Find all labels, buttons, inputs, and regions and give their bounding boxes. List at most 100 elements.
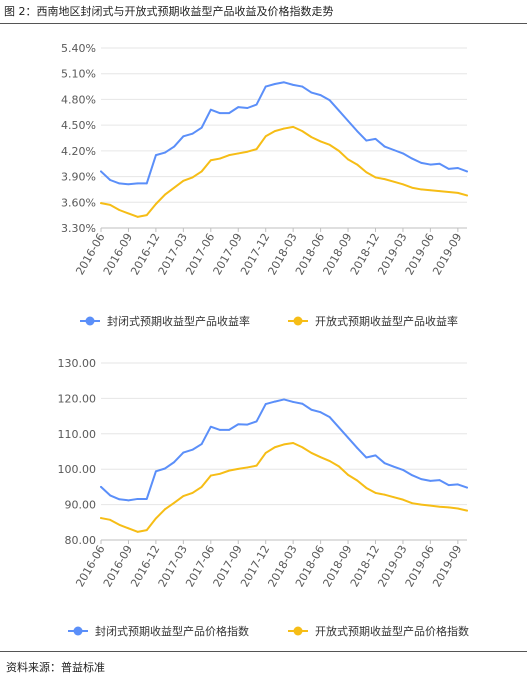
data-point xyxy=(328,99,331,102)
data-point xyxy=(118,523,121,526)
data-point xyxy=(228,469,231,472)
data-point xyxy=(402,498,404,501)
data-point xyxy=(383,145,386,148)
y-tick-label: 100.00 xyxy=(58,463,97,476)
y-tick-label: 3.30% xyxy=(61,222,96,235)
data-point xyxy=(392,149,395,151)
data-point xyxy=(402,469,404,471)
data-point xyxy=(164,193,166,196)
data-point xyxy=(164,508,166,511)
data-point xyxy=(438,162,441,165)
data-point xyxy=(438,479,441,482)
data-point xyxy=(118,498,121,501)
data-point xyxy=(219,429,221,431)
data-point xyxy=(466,486,468,489)
data-point xyxy=(328,416,331,419)
data-point xyxy=(328,460,331,462)
data-point xyxy=(292,401,295,403)
data-point xyxy=(246,107,249,109)
y-tick-label: 5.40% xyxy=(61,42,96,55)
data-point xyxy=(283,127,285,130)
data-point xyxy=(456,507,459,510)
data-point xyxy=(429,504,432,507)
data-point xyxy=(402,183,404,186)
data-point xyxy=(228,154,231,157)
data-point xyxy=(392,496,395,499)
data-point xyxy=(127,183,130,186)
data-point xyxy=(347,158,349,161)
data-point xyxy=(182,179,185,182)
data-point xyxy=(374,176,377,179)
legend-marker xyxy=(85,316,95,326)
data-point xyxy=(173,186,176,189)
data-point xyxy=(383,178,386,181)
data-point xyxy=(338,465,340,468)
y-tick-label: 130.00 xyxy=(58,357,97,370)
y-tick-label: 5.10% xyxy=(61,68,96,81)
y-tick-label: 3.60% xyxy=(61,196,96,209)
data-point xyxy=(338,149,340,152)
legend-marker xyxy=(293,626,303,636)
data-point xyxy=(164,467,166,470)
data-point xyxy=(356,163,359,166)
data-point xyxy=(200,486,203,488)
data-point xyxy=(438,505,441,508)
data-point xyxy=(456,483,459,486)
data-point xyxy=(118,209,121,211)
data-point xyxy=(209,108,212,111)
data-point xyxy=(283,398,285,401)
data-point xyxy=(466,170,468,173)
data-point xyxy=(109,179,112,181)
data-point xyxy=(365,171,368,174)
data-point xyxy=(383,462,386,465)
data-point xyxy=(209,159,212,162)
data-point xyxy=(319,411,322,414)
data-point xyxy=(456,167,459,169)
y-tick-label: 80.00 xyxy=(65,534,97,547)
data-point xyxy=(456,191,459,194)
series-line-closed xyxy=(100,81,468,186)
data-point xyxy=(109,518,112,521)
y-tick-label: 4.50% xyxy=(61,119,96,132)
data-point xyxy=(292,83,295,86)
data-point xyxy=(338,109,340,112)
data-point xyxy=(356,130,359,133)
yield-line-chart: 3.30% 3.60% 3.90% 4.20% 4.50% 4.80% 5.10% 5.40%… xyxy=(61,42,468,328)
data-point xyxy=(264,85,267,88)
data-point xyxy=(292,442,295,444)
data-point xyxy=(411,186,413,189)
data-point xyxy=(392,180,395,183)
data-point xyxy=(191,176,194,179)
y-tick-label: 90.00 xyxy=(65,499,97,512)
data-point xyxy=(328,143,331,146)
data-point xyxy=(246,466,249,469)
data-point xyxy=(127,212,130,215)
data-point xyxy=(365,139,368,142)
data-point xyxy=(347,436,349,439)
data-point xyxy=(255,148,258,151)
data-point xyxy=(283,81,285,84)
data-point xyxy=(136,498,139,500)
data-point xyxy=(420,503,423,506)
data-point xyxy=(191,132,194,135)
data-point xyxy=(246,423,249,426)
data-point xyxy=(310,136,313,139)
data-point xyxy=(100,517,102,519)
top-rule xyxy=(0,23,527,24)
data-point xyxy=(173,461,176,464)
data-point xyxy=(447,484,450,487)
data-point xyxy=(145,529,148,531)
data-point xyxy=(429,189,432,192)
data-point xyxy=(402,152,404,155)
data-point xyxy=(338,426,340,429)
legend-label: 封闭式预期收益型产品价格指数 xyxy=(95,624,249,638)
data-point xyxy=(237,467,240,470)
data-point xyxy=(209,425,212,428)
data-point xyxy=(356,447,359,449)
data-point xyxy=(319,456,322,459)
data-point xyxy=(255,420,258,423)
data-point xyxy=(301,130,304,133)
data-point xyxy=(246,150,249,153)
data-point xyxy=(209,474,212,477)
data-point xyxy=(191,492,194,494)
